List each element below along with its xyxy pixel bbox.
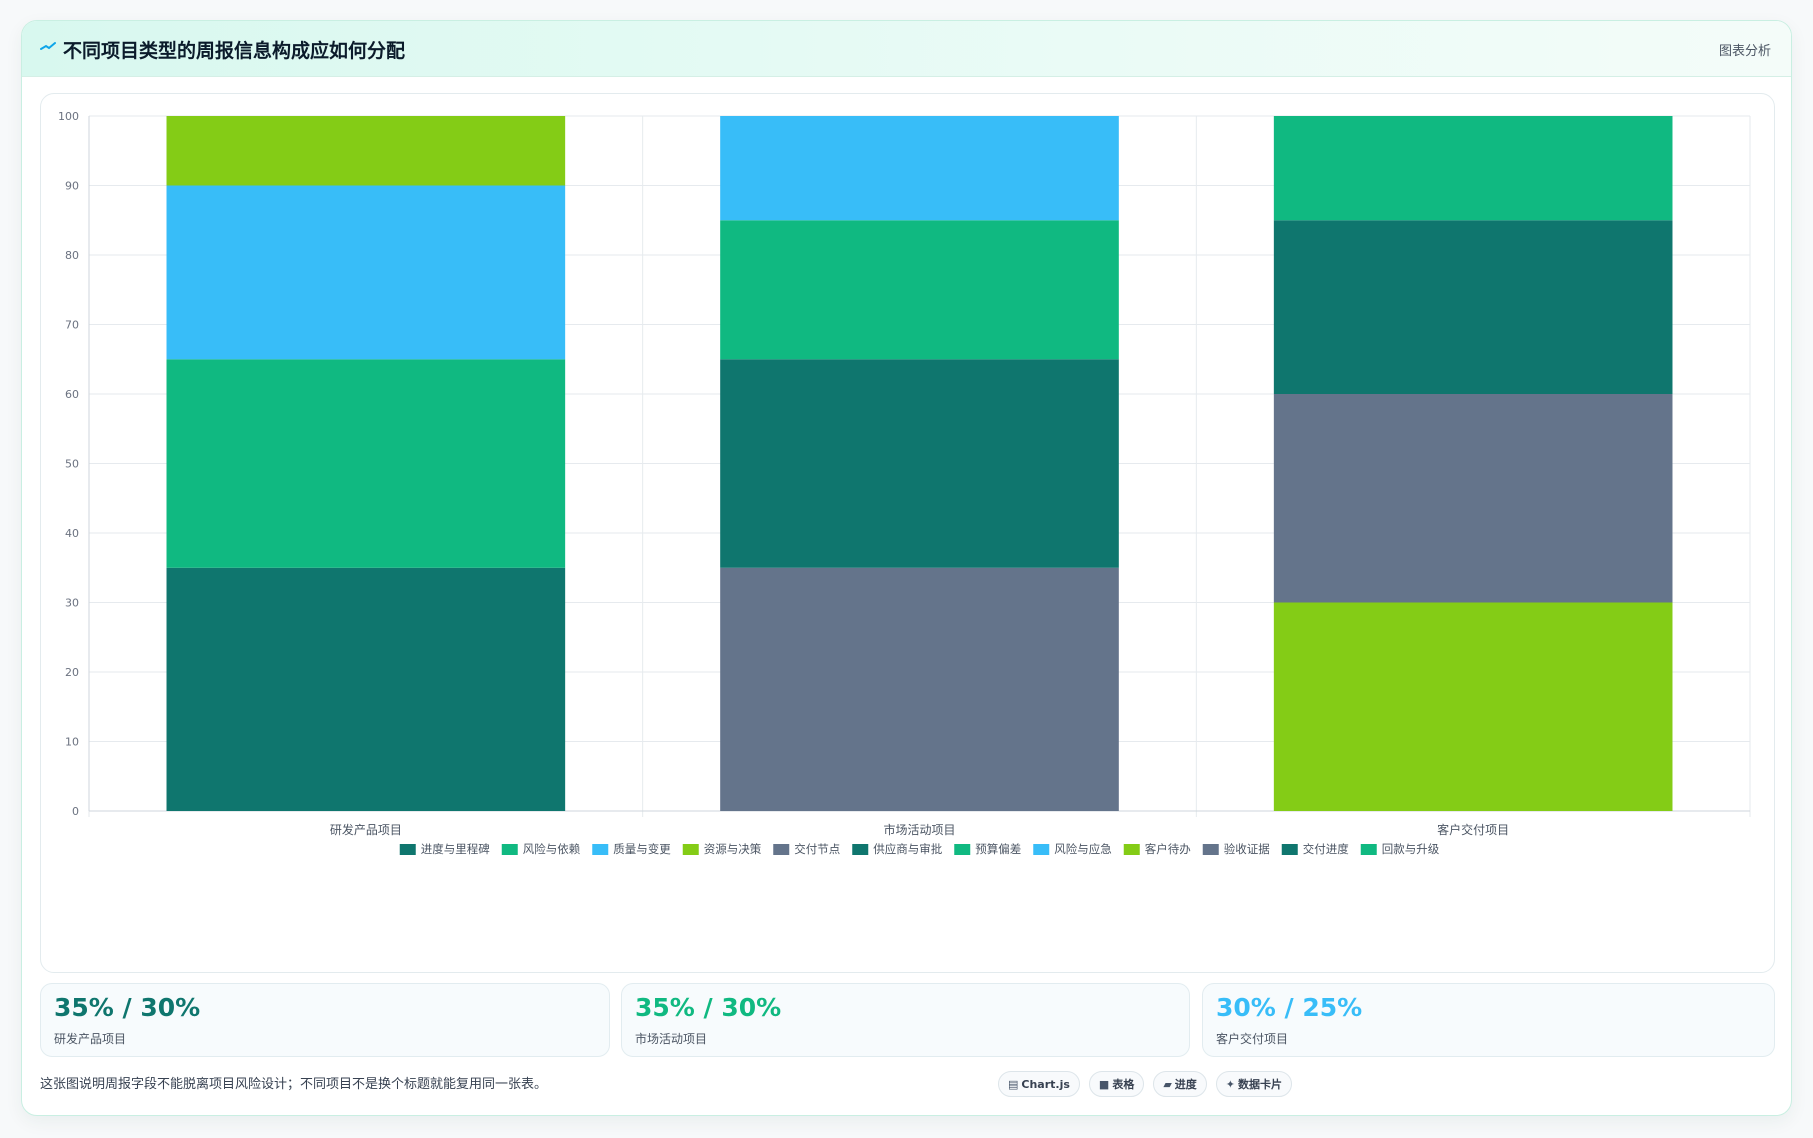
legend-label: 进度与里程碑 xyxy=(421,842,490,856)
bar-segment xyxy=(720,359,1119,568)
stat-card-delivery: 30% / 25% 客户交付项目 xyxy=(1202,983,1775,1057)
stat-label: 研发产品项目 xyxy=(54,1032,127,1046)
legend-label: 资源与决策 xyxy=(704,842,762,856)
legend-label: 交付进度 xyxy=(1303,842,1349,856)
legend-swatch xyxy=(773,844,790,855)
legend-swatch xyxy=(954,844,971,855)
bar-segment xyxy=(720,567,1119,811)
x-tick-label: 研发产品项目 xyxy=(330,822,402,837)
y-tick-label: 30 xyxy=(65,597,79,610)
chip-data-card[interactable]: ✦ 数据卡片 xyxy=(1215,1071,1293,1097)
stat-value: 35% / 30% xyxy=(635,993,782,1022)
legend-label: 预算偏差 xyxy=(975,842,1021,856)
y-tick-label: 10 xyxy=(65,736,79,749)
legend-label: 验收证据 xyxy=(1224,842,1270,856)
chip-group: ▤ Chart.js ■ 表格 ▰ 进度 ✦ 数据卡片 xyxy=(998,1071,1293,1097)
chart-card: 不同项目类型的周报信息构成应如何分配 图表分析 0 10 20 30 40 50 60 70 8… xyxy=(21,20,1792,1116)
x-tick-label: 市场活动项目 xyxy=(883,822,955,837)
legend-label: 回款与升级 xyxy=(1382,842,1440,856)
stacked-bar-chart: 0 10 20 30 40 50 60 70 80 90 100 研发产品项目 市场活动项目 客户交付项目… xyxy=(58,110,1751,856)
y-tick-label: 80 xyxy=(65,249,79,262)
legend-label: 质量与变更 xyxy=(613,842,671,856)
bar-segment xyxy=(1273,394,1673,603)
legend-label: 风险与应急 xyxy=(1054,842,1112,856)
y-tick-label: 50 xyxy=(65,458,79,471)
chart-icon: ▤ xyxy=(1008,1077,1019,1091)
legend-swatch xyxy=(1360,844,1377,855)
bar-segment xyxy=(1273,220,1673,394)
chip-label: Chart.js xyxy=(1021,1077,1070,1091)
x-tick-label: 客户交付项目 xyxy=(1437,822,1509,837)
y-tick-label: 40 xyxy=(65,527,79,540)
y-tick-label: 100 xyxy=(58,110,79,123)
y-tick-label: 90 xyxy=(65,180,79,193)
card-header: 不同项目类型的周报信息构成应如何分配 图表分析 xyxy=(22,21,1791,77)
stat-label: 客户交付项目 xyxy=(1216,1032,1289,1046)
stat-card-marketing: 35% / 30% 市场活动项目 xyxy=(621,983,1190,1057)
legend-swatch xyxy=(1281,844,1298,855)
y-tick-label: 70 xyxy=(65,319,79,332)
table-icon: ■ xyxy=(1098,1077,1110,1091)
legend-swatch xyxy=(501,844,518,855)
bar-segment xyxy=(166,185,566,360)
legend-label: 风险与依赖 xyxy=(523,842,581,856)
legend-swatch xyxy=(1202,844,1219,855)
legend-swatch xyxy=(682,844,699,855)
page-title: 不同项目类型的周报信息构成应如何分配 xyxy=(63,40,406,62)
footnote: 这张图说明周报字段不能脱离项目风险设计；不同项目不是换个标题就能复用同一张表。 xyxy=(40,1077,548,1092)
legend-label: 供应商与审批 xyxy=(873,842,942,856)
stat-card-rd: 35% / 30% 研发产品项目 xyxy=(40,983,610,1057)
trend-icon xyxy=(40,42,56,50)
bar-segment xyxy=(1273,116,1673,221)
chart-container: 0 10 20 30 40 50 60 70 80 90 100 研发产品项目 市场活动项目 客户交付项目… xyxy=(40,93,1775,973)
bar-segment xyxy=(166,359,566,568)
y-tick-label: 60 xyxy=(65,388,79,401)
legend-swatch xyxy=(399,844,416,855)
legend-swatch xyxy=(852,844,869,855)
chip-chartjs[interactable]: ▤ Chart.js xyxy=(998,1071,1080,1097)
sparkle-icon: ✦ xyxy=(1225,1077,1236,1091)
chip-progress[interactable]: ▰ 进度 xyxy=(1153,1071,1207,1097)
chip-label: 数据卡片 xyxy=(1238,1078,1283,1091)
bar-segment xyxy=(720,220,1119,360)
bar-segment xyxy=(166,116,566,186)
legend-swatch xyxy=(592,844,609,855)
chart-analysis-tag[interactable]: 图表分析 xyxy=(1718,44,1771,59)
bar-segment xyxy=(720,116,1119,221)
legend-label: 客户待办 xyxy=(1145,842,1191,856)
chip-label: 进度 xyxy=(1174,1078,1197,1091)
legend-swatch xyxy=(1033,844,1050,855)
legend-label: 交付节点 xyxy=(794,842,840,856)
y-tick-label: 20 xyxy=(65,666,79,679)
stat-value: 35% / 30% xyxy=(54,993,201,1022)
chip-table[interactable]: ■ 表格 xyxy=(1088,1071,1145,1097)
legend-swatch xyxy=(1123,844,1140,855)
progress-icon: ▰ xyxy=(1163,1077,1172,1091)
bar-segment xyxy=(1273,602,1673,811)
stat-value: 30% / 25% xyxy=(1216,993,1363,1022)
bar-segment xyxy=(166,567,566,811)
y-tick-label: 0 xyxy=(72,805,79,818)
chip-label: 表格 xyxy=(1112,1078,1135,1091)
stat-label: 市场活动项目 xyxy=(635,1032,708,1046)
